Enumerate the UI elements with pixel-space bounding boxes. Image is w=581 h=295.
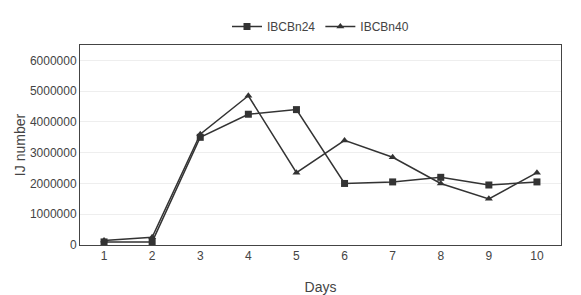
svg-text:0: 0 [70, 238, 77, 252]
svg-text:9: 9 [486, 249, 493, 263]
svg-text:1: 1 [101, 249, 108, 263]
svg-text:Days: Days [305, 279, 337, 295]
svg-text:4: 4 [245, 249, 252, 263]
svg-text:5: 5 [293, 249, 300, 263]
svg-text:IBCBn40: IBCBn40 [360, 20, 408, 34]
svg-text:8: 8 [437, 249, 444, 263]
svg-text:6: 6 [341, 249, 348, 263]
svg-text:1000000: 1000000 [30, 207, 77, 221]
svg-text:10: 10 [530, 249, 544, 263]
svg-text:4000000: 4000000 [30, 115, 77, 129]
svg-text:3: 3 [197, 249, 204, 263]
svg-text:5000000: 5000000 [30, 84, 77, 98]
svg-text:3000000: 3000000 [30, 146, 77, 160]
svg-text:7: 7 [389, 249, 396, 263]
svg-text:IBCBn24: IBCBn24 [267, 20, 315, 34]
svg-text:2: 2 [149, 249, 156, 263]
svg-text:2000000: 2000000 [30, 177, 77, 191]
svg-text:IJ number: IJ number [12, 114, 28, 177]
svg-text:6000000: 6000000 [30, 54, 77, 68]
